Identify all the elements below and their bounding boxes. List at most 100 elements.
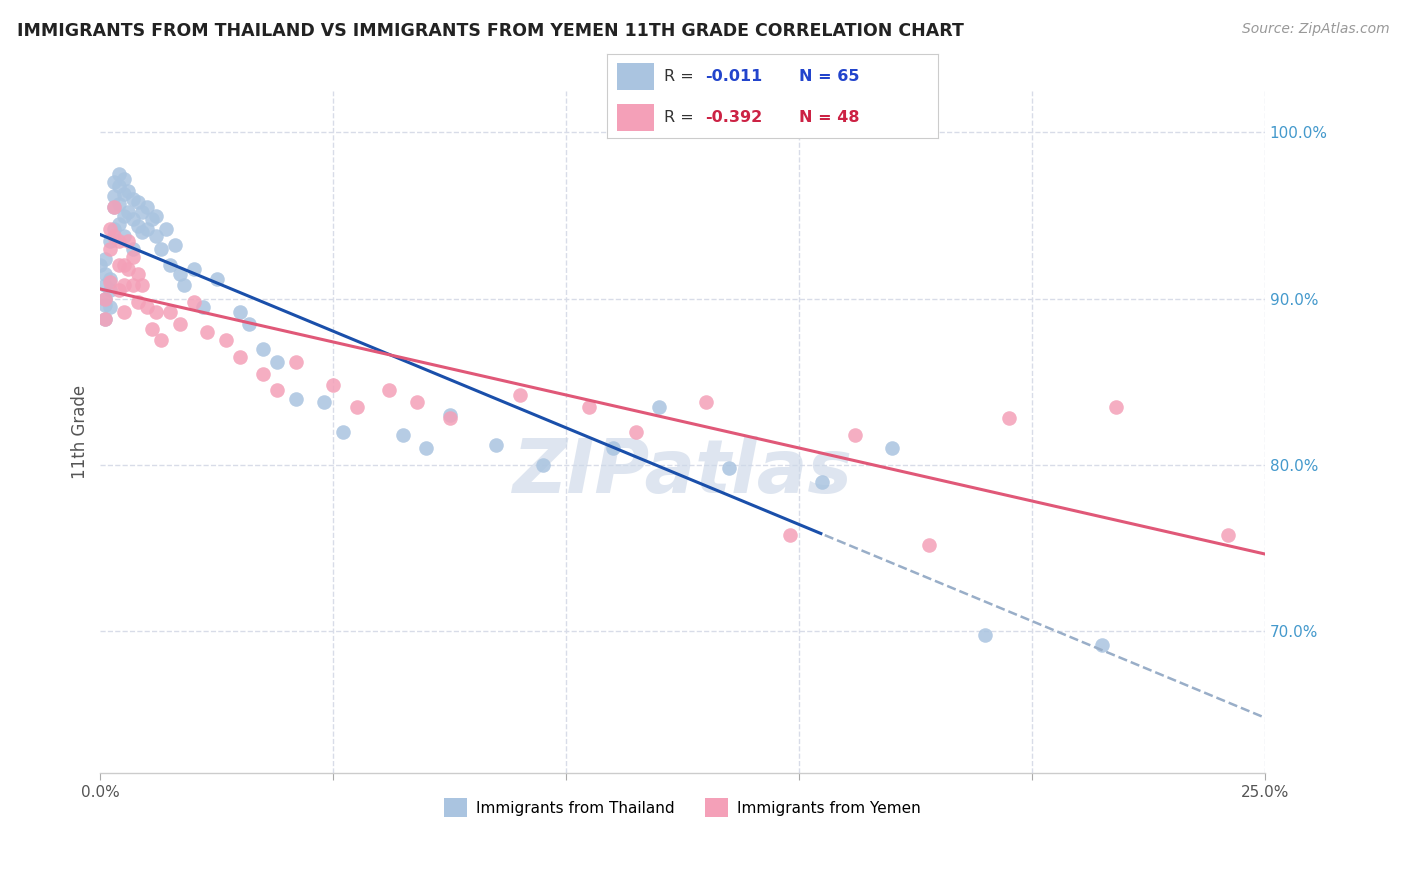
Immigrants from Yemen (145, 305, 167, 319)
Immigrants from Yemen (509, 388, 531, 402)
Immigrants from Yemen (108, 284, 131, 298)
Immigrants from Thailand (112, 228, 135, 243)
Immigrants from Thailand (145, 228, 167, 243)
Immigrants from Thailand (136, 222, 159, 236)
Immigrants from Yemen (94, 292, 117, 306)
Immigrants from Thailand (108, 197, 131, 211)
Immigrants from Thailand (811, 475, 834, 489)
Immigrants from Thailand (149, 242, 172, 256)
Immigrants from Yemen (779, 528, 801, 542)
Immigrants from Yemen (918, 538, 941, 552)
Immigrants from Thailand (94, 267, 117, 281)
Immigrants from Yemen (127, 295, 149, 310)
Immigrants from Thailand (127, 195, 149, 210)
Text: -0.011: -0.011 (704, 69, 762, 84)
Y-axis label: 11th Grade: 11th Grade (72, 384, 89, 479)
Immigrants from Thailand (127, 219, 149, 233)
Immigrants from Yemen (439, 411, 461, 425)
Immigrants from Thailand (89, 259, 111, 273)
Text: IMMIGRANTS FROM THAILAND VS IMMIGRANTS FROM YEMEN 11TH GRADE CORRELATION CHART: IMMIGRANTS FROM THAILAND VS IMMIGRANTS F… (17, 22, 963, 40)
Immigrants from Yemen (112, 259, 135, 273)
Immigrants from Yemen (136, 300, 159, 314)
Immigrants from Thailand (266, 355, 288, 369)
Immigrants from Yemen (98, 242, 121, 256)
Immigrants from Yemen (624, 425, 647, 439)
Immigrants from Thailand (205, 272, 228, 286)
Immigrants from Thailand (531, 458, 554, 472)
Immigrants from Yemen (169, 317, 191, 331)
Immigrants from Thailand (108, 167, 131, 181)
Immigrants from Thailand (312, 394, 335, 409)
Immigrants from Thailand (159, 259, 181, 273)
Immigrants from Yemen (406, 394, 429, 409)
Immigrants from Thailand (98, 234, 121, 248)
Immigrants from Thailand (602, 442, 624, 456)
Text: N = 65: N = 65 (799, 69, 859, 84)
Text: N = 48: N = 48 (799, 110, 859, 125)
Text: Source: ZipAtlas.com: Source: ZipAtlas.com (1241, 22, 1389, 37)
Immigrants from Yemen (197, 325, 219, 339)
Immigrants from Thailand (103, 200, 125, 214)
Immigrants from Yemen (108, 259, 131, 273)
Immigrants from Yemen (266, 383, 288, 397)
Immigrants from Yemen (229, 350, 252, 364)
Immigrants from Thailand (112, 186, 135, 201)
Immigrants from Thailand (94, 252, 117, 266)
Immigrants from Thailand (285, 392, 308, 406)
Text: R =: R = (664, 69, 699, 84)
Immigrants from Thailand (94, 278, 117, 293)
Immigrants from Thailand (94, 292, 117, 306)
Immigrants from Yemen (378, 383, 401, 397)
Immigrants from Thailand (439, 408, 461, 422)
Immigrants from Thailand (108, 217, 131, 231)
Immigrants from Thailand (974, 628, 997, 642)
Immigrants from Thailand (103, 222, 125, 236)
Immigrants from Yemen (141, 321, 163, 335)
Immigrants from Yemen (103, 228, 125, 243)
Immigrants from Yemen (117, 261, 139, 276)
Text: ZIPatlas: ZIPatlas (513, 436, 852, 509)
Immigrants from Thailand (117, 184, 139, 198)
Immigrants from Thailand (145, 209, 167, 223)
Immigrants from Yemen (112, 278, 135, 293)
Immigrants from Yemen (997, 411, 1019, 425)
Immigrants from Yemen (122, 278, 145, 293)
Immigrants from Yemen (122, 250, 145, 264)
Immigrants from Yemen (1216, 528, 1239, 542)
Immigrants from Yemen (695, 394, 717, 409)
Immigrants from Thailand (94, 311, 117, 326)
Immigrants from Thailand (163, 238, 186, 252)
Immigrants from Thailand (136, 200, 159, 214)
Immigrants from Thailand (131, 205, 153, 219)
Immigrants from Thailand (238, 317, 260, 331)
Immigrants from Thailand (252, 342, 274, 356)
Immigrants from Yemen (103, 200, 125, 214)
Immigrants from Yemen (159, 305, 181, 319)
Immigrants from Thailand (103, 175, 125, 189)
FancyBboxPatch shape (617, 103, 654, 130)
Immigrants from Thailand (112, 172, 135, 186)
Immigrants from Yemen (98, 222, 121, 236)
Immigrants from Thailand (94, 298, 117, 312)
Immigrants from Yemen (578, 400, 600, 414)
Immigrants from Yemen (322, 378, 344, 392)
Immigrants from Thailand (112, 209, 135, 223)
Immigrants from Thailand (882, 442, 904, 456)
Immigrants from Thailand (183, 261, 205, 276)
Immigrants from Yemen (127, 267, 149, 281)
FancyBboxPatch shape (617, 62, 654, 90)
Immigrants from Yemen (117, 234, 139, 248)
Immigrants from Yemen (94, 311, 117, 326)
Immigrants from Thailand (1091, 638, 1114, 652)
Immigrants from Yemen (215, 334, 238, 348)
Immigrants from Thailand (122, 242, 145, 256)
Immigrants from Thailand (108, 178, 131, 193)
Immigrants from Thailand (229, 305, 252, 319)
Immigrants from Yemen (285, 355, 308, 369)
Legend: Immigrants from Thailand, Immigrants from Yemen: Immigrants from Thailand, Immigrants fro… (437, 792, 928, 823)
Immigrants from Thailand (131, 225, 153, 239)
Immigrants from Thailand (98, 272, 121, 286)
Immigrants from Thailand (392, 428, 415, 442)
Immigrants from Yemen (252, 367, 274, 381)
Immigrants from Thailand (155, 222, 177, 236)
